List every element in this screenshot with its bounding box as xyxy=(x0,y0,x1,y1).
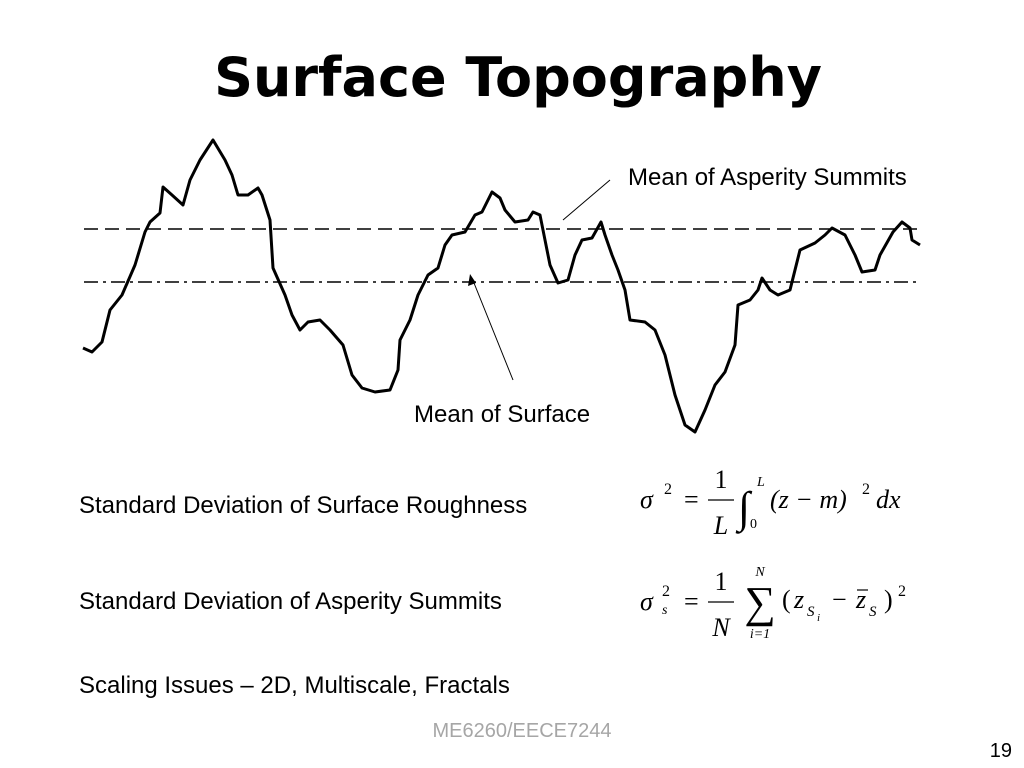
equation: σ 2 = 1 L ∫ L 0 (z − m) 2 dx σ 2 s = 1 N… xyxy=(640,465,906,642)
item: Standard Deviation of Surface Roughness xyxy=(79,492,527,519)
label: Mean of Surface xyxy=(414,401,590,428)
eq-text: s xyxy=(662,603,668,618)
page-number: 19 xyxy=(990,740,1012,762)
eq-text: z xyxy=(793,585,804,614)
eq-text: ( xyxy=(782,585,791,614)
eq-text: S xyxy=(807,604,815,620)
eq-text: ∑ xyxy=(744,578,775,627)
eq-text: = xyxy=(684,587,699,616)
eq-text: ∫ xyxy=(735,483,753,534)
eq-text: dx xyxy=(876,485,901,514)
title: Surface Topography xyxy=(214,46,822,109)
eq-text: N xyxy=(754,565,765,580)
eq-text: i=1 xyxy=(750,627,770,642)
eq-text: 0 xyxy=(750,517,757,532)
surface-profile xyxy=(82,138,921,434)
eq-text: 2 xyxy=(662,583,670,600)
eq-text: (z − m) xyxy=(770,485,847,514)
eq-text: ) xyxy=(884,585,893,614)
eq-text: 1 xyxy=(715,567,728,596)
eq-text: L xyxy=(756,475,765,490)
eq-text: − xyxy=(832,585,847,614)
eq-text: S xyxy=(869,604,877,620)
eq-text: z xyxy=(855,585,866,614)
footer: ME6260/EECE7244 xyxy=(432,720,611,742)
eq-text: σ xyxy=(640,587,654,616)
pointer xyxy=(471,277,514,381)
eq-text: 2 xyxy=(862,481,870,498)
eq-text: 2 xyxy=(664,481,672,498)
eq-text: L xyxy=(713,511,728,540)
eq-text: i xyxy=(817,612,820,624)
eq-text: 2 xyxy=(898,583,906,600)
eq-text: σ xyxy=(640,485,654,514)
arrowhead xyxy=(468,274,476,286)
item: Scaling Issues – 2D, Multiscale, Fractal… xyxy=(79,672,510,699)
label: Mean of Asperity Summits xyxy=(628,164,907,191)
eq-text: 1 xyxy=(715,465,728,494)
eq-text: N xyxy=(711,613,731,642)
pointer xyxy=(562,179,611,221)
eq-text: = xyxy=(684,485,699,514)
item: Standard Deviation of Asperity Summits xyxy=(79,588,502,615)
